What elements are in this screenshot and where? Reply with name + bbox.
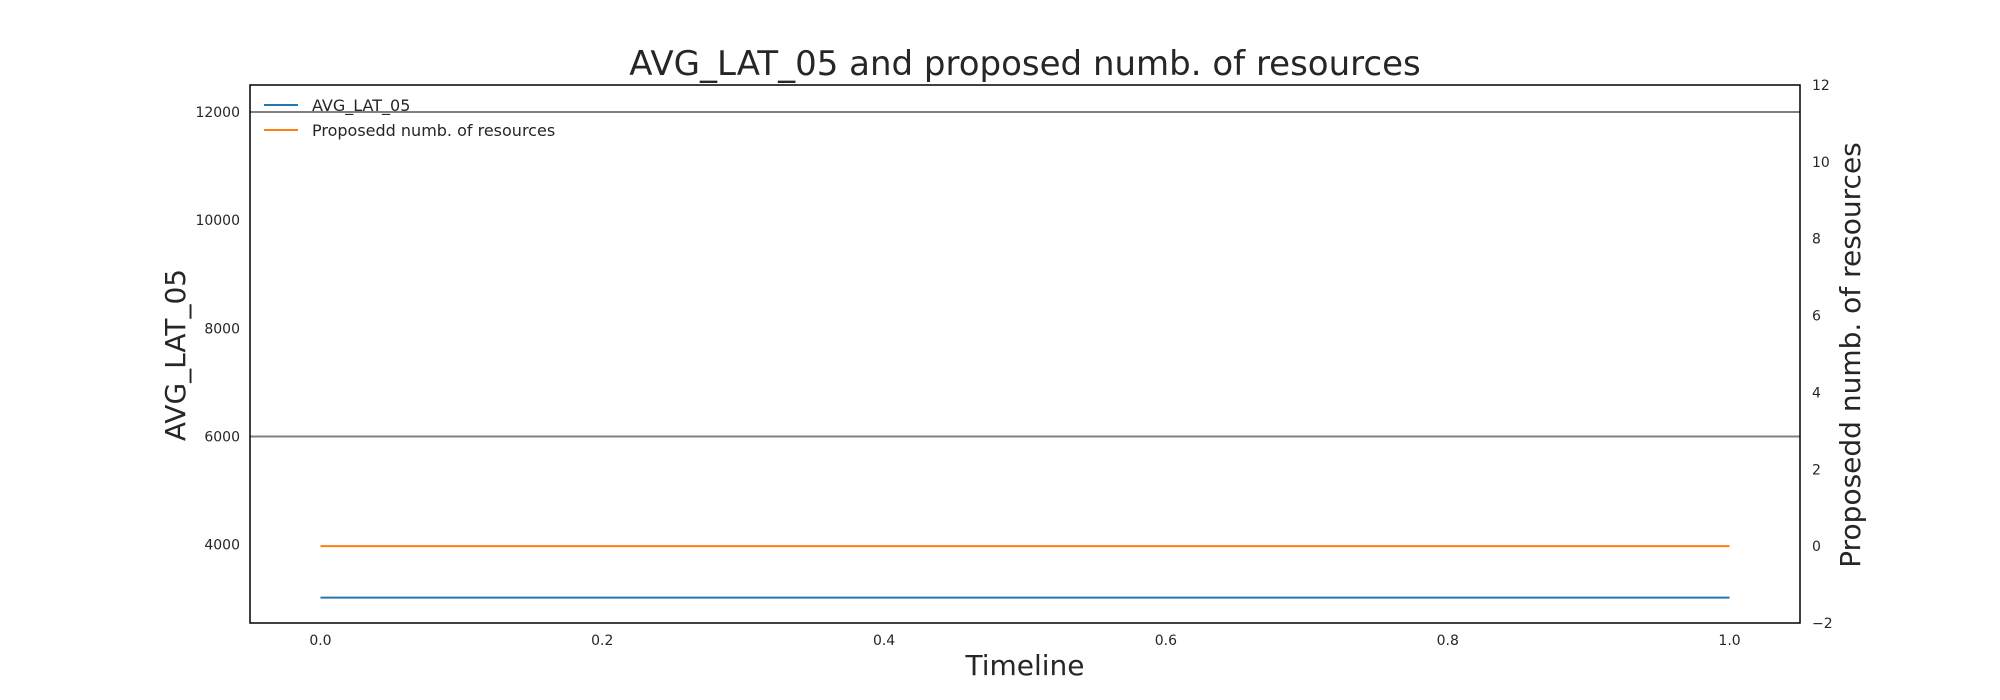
legend: AVG_LAT_05 Proposedd numb. of resources bbox=[264, 96, 555, 140]
right-y-tick-label: 12 bbox=[1812, 78, 1830, 94]
x-tick-label: 1.0 bbox=[1718, 633, 1740, 649]
x-tick-label: 0.4 bbox=[873, 633, 895, 649]
left-y-tick-label: 10000 bbox=[195, 213, 240, 229]
right-y-axis-title: Proposedd numb. of resources bbox=[1834, 142, 1867, 568]
left-y-tick-label: 4000 bbox=[204, 538, 240, 554]
left-y-tick-label: 12000 bbox=[195, 105, 240, 121]
right-y-tick-label: 6 bbox=[1812, 309, 1821, 325]
x-tick-label: 0.8 bbox=[1437, 633, 1459, 649]
legend-label: AVG_LAT_05 bbox=[312, 96, 410, 116]
right-y-tick-label: 8 bbox=[1812, 232, 1821, 248]
right-y-tick-label: 0 bbox=[1812, 539, 1821, 555]
right-y-tick-label: 10 bbox=[1812, 155, 1830, 171]
x-tick-label: 0.2 bbox=[591, 633, 613, 649]
plot-area: 0.0 0.2 0.4 0.6 0.8 1.0 4000 6000 8000 10000 12000… bbox=[195, 78, 1832, 649]
left-y-axis-title: AVG_LAT_05 bbox=[159, 269, 192, 441]
plot-frame bbox=[249, 84, 1801, 624]
right-y-tick-label: 2 bbox=[1812, 462, 1821, 478]
x-axis-title: Timeline bbox=[964, 649, 1084, 682]
chart-title: AVG_LAT_05 and proposed numb. of resourc… bbox=[629, 44, 1420, 84]
x-tick-label: 0.0 bbox=[309, 633, 331, 649]
right-y-tick-label: 4 bbox=[1812, 385, 1821, 401]
legend-label: Proposedd numb. of resources bbox=[312, 121, 555, 140]
x-tick-label: 0.6 bbox=[1155, 633, 1177, 649]
left-y-tick-label: 8000 bbox=[204, 321, 240, 337]
right-y-tick-label: −2 bbox=[1812, 616, 1833, 632]
left-y-tick-label: 6000 bbox=[204, 429, 240, 445]
